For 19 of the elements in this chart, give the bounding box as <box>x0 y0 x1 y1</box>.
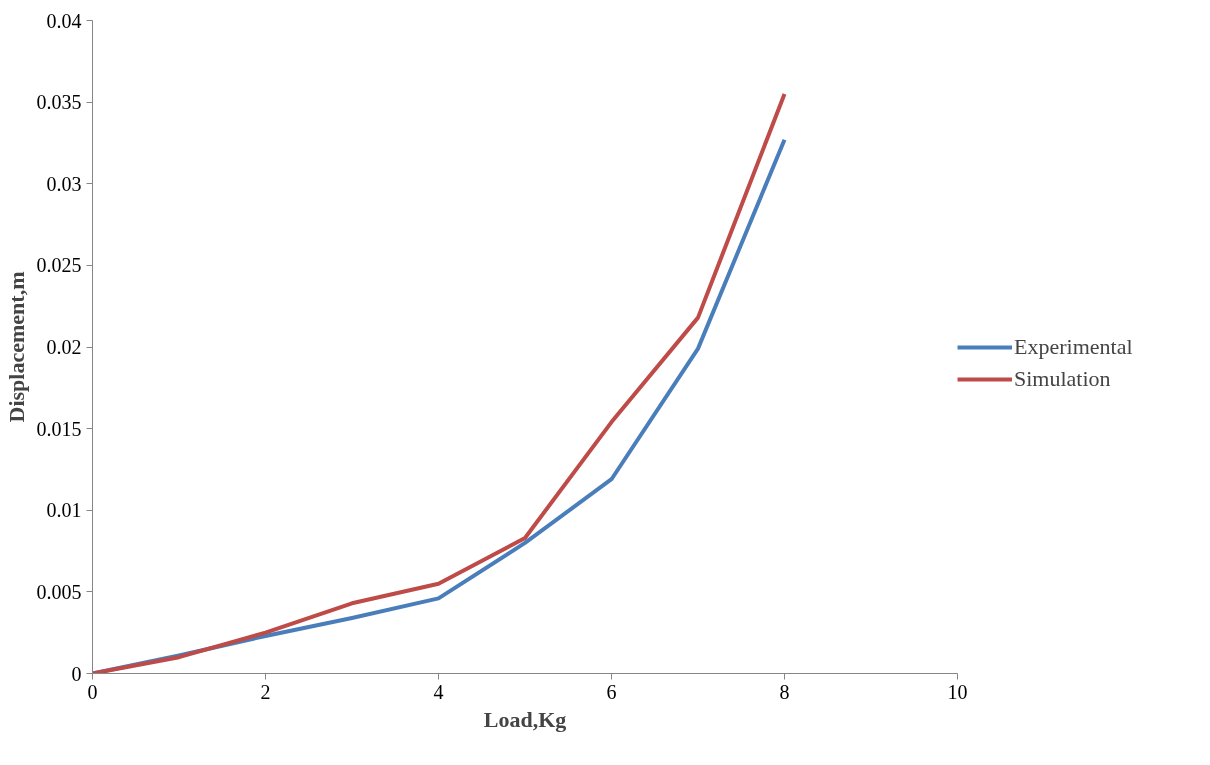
x-tick-label: 6 <box>606 680 617 703</box>
x-tick-label: 2 <box>260 680 271 703</box>
y-tick-label: 0.015 <box>36 417 82 440</box>
y-tick-label: 0 <box>71 662 82 685</box>
x-tick-label: 8 <box>779 680 790 703</box>
y-tick-label: 0.005 <box>36 580 82 603</box>
legend-label: Simulation <box>1014 366 1111 392</box>
y-tick-label: 0.035 <box>36 91 82 114</box>
x-tick-label: 0 <box>87 680 98 703</box>
x-axis-title: Load,Kg <box>483 706 567 732</box>
x-tick-label: 4 <box>433 680 444 703</box>
y-tick-label: 0.025 <box>36 254 82 277</box>
y-tick-label: 0.01 <box>46 499 82 522</box>
y-tick-label: 0.02 <box>46 336 82 358</box>
y-axis-title: Displacement,m <box>3 271 29 423</box>
y-tick-label: 0.03 <box>46 172 82 195</box>
x-tick-label: 10 <box>947 680 968 703</box>
legend-label: Experimental <box>1014 334 1133 360</box>
y-tick-label: 0.04 <box>46 9 82 32</box>
